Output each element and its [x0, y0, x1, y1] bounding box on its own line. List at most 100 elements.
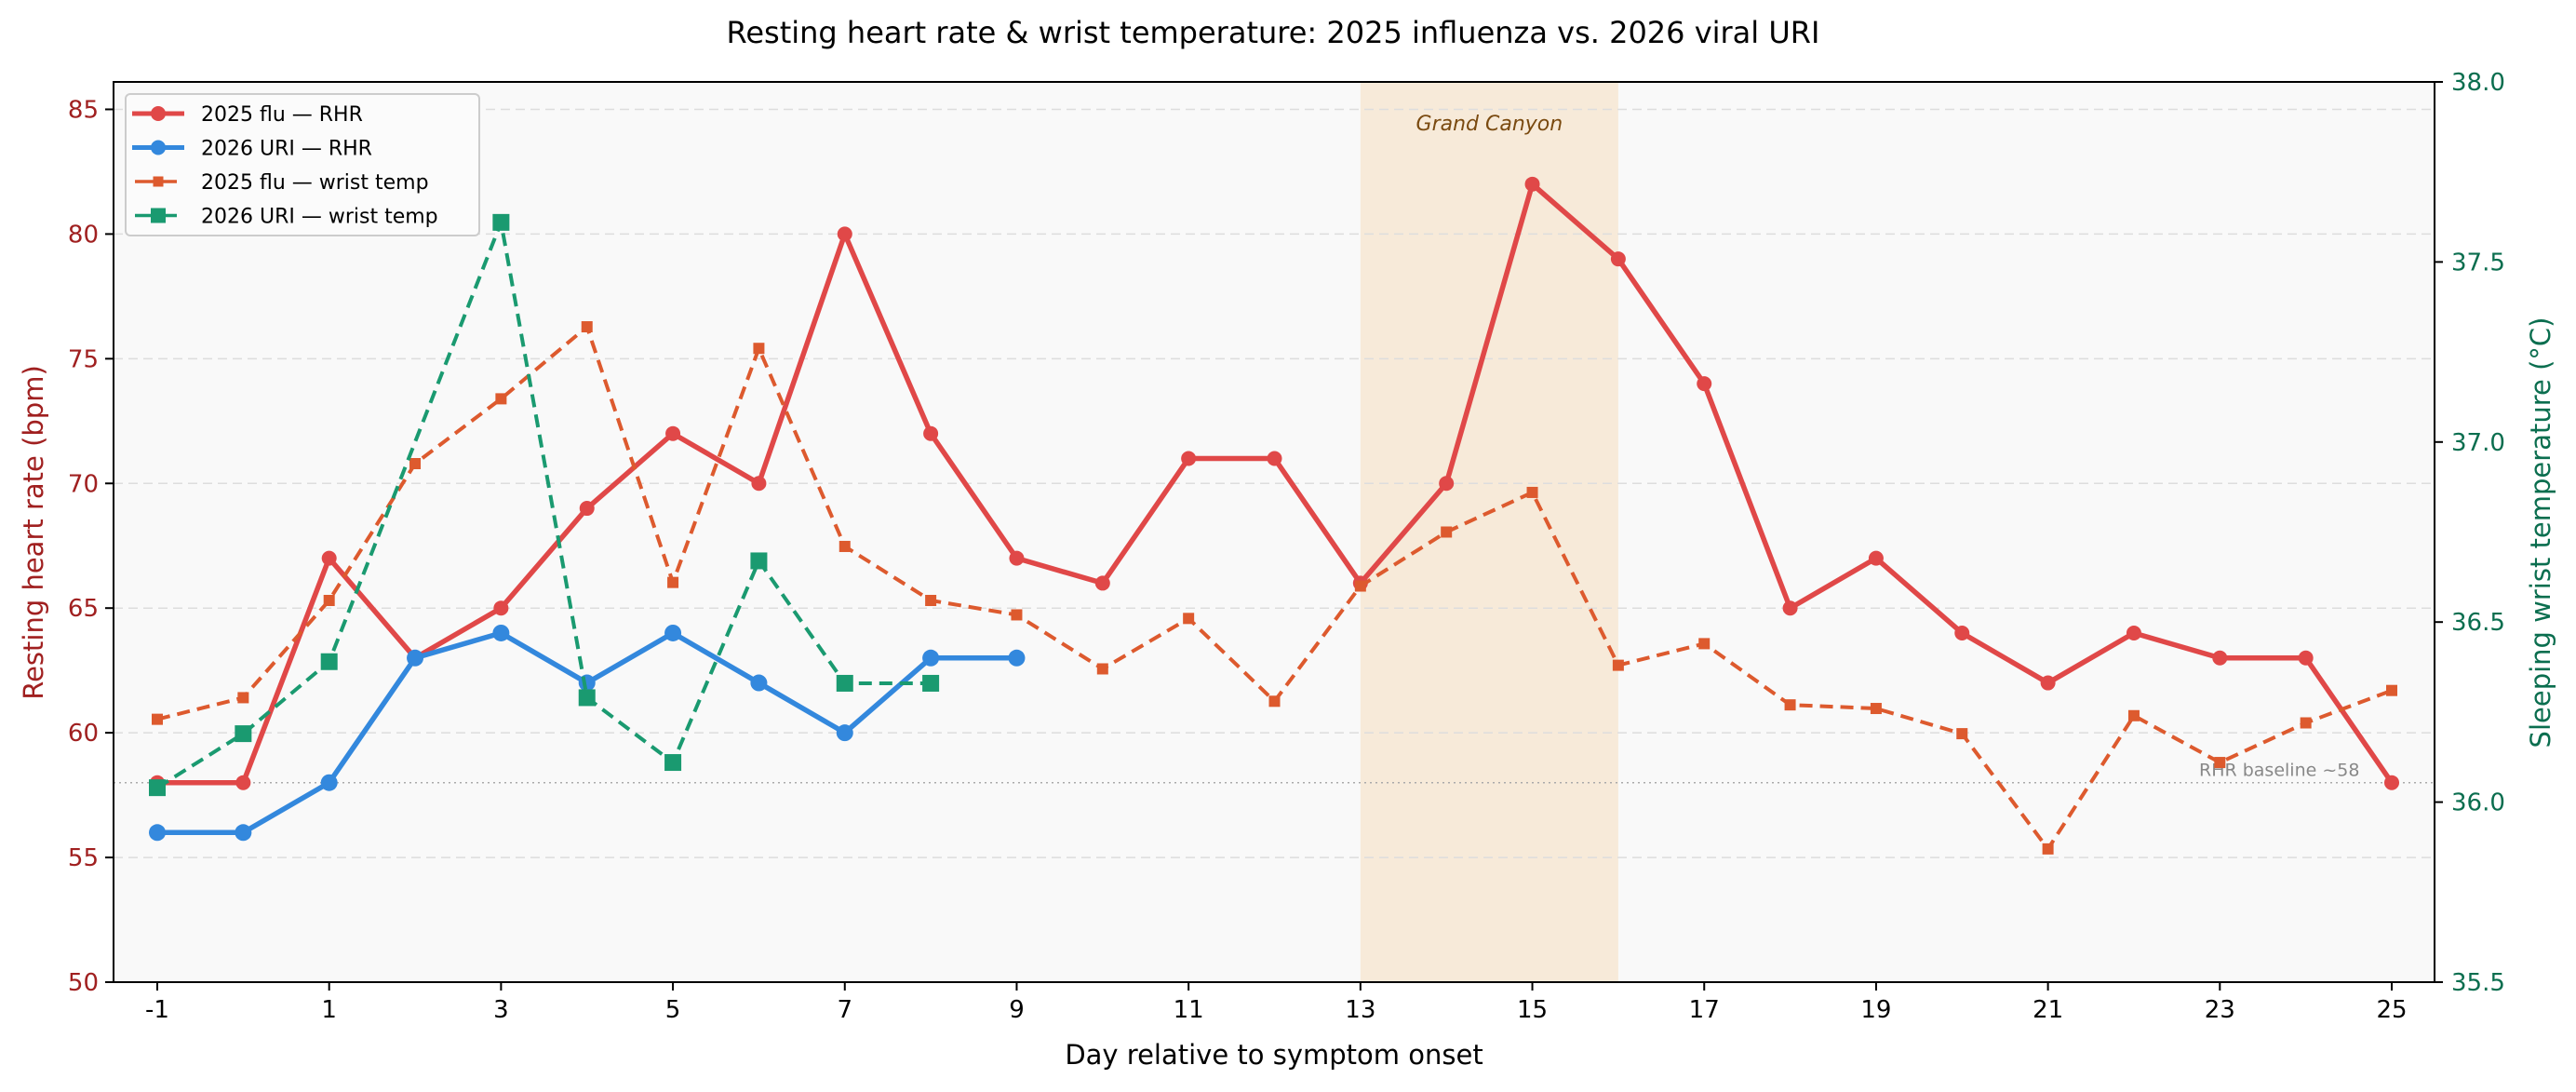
x-tick-label: 19: [1860, 996, 1891, 1024]
y2-tick-label: 38.0: [2451, 69, 2505, 97]
data-point: [579, 501, 595, 517]
x-tick-label: 5: [665, 996, 681, 1024]
x-tick-label: 13: [1345, 996, 1375, 1024]
data-point: [2042, 843, 2054, 855]
data-point: [237, 692, 249, 704]
y-tick-label: 70: [68, 470, 99, 498]
data-point: [2126, 625, 2141, 640]
data-point: [753, 343, 765, 355]
data-point: [495, 393, 507, 405]
data-point: [407, 649, 424, 667]
data-point: [321, 550, 337, 566]
x-tick-label: 17: [1689, 996, 1720, 1024]
legend-marker: [153, 176, 164, 187]
data-point: [1782, 600, 1798, 616]
data-point: [664, 754, 682, 772]
data-point: [1784, 699, 1796, 711]
data-point: [1011, 609, 1023, 621]
data-point: [1956, 728, 1968, 740]
data-point: [750, 552, 768, 570]
y2-tick-label: 36.0: [2451, 789, 2505, 817]
data-point: [2212, 650, 2228, 666]
y-tick-label: 75: [68, 345, 99, 373]
data-point: [1181, 451, 1197, 466]
x-tick-label: 11: [1174, 996, 1204, 1024]
data-point: [2384, 775, 2399, 790]
data-point: [1354, 580, 1366, 592]
data-point: [923, 425, 939, 441]
legend-marker: [151, 140, 166, 155]
x-tick-label: 9: [1009, 996, 1025, 1024]
legend-label: 2025 flu — RHR: [201, 103, 363, 127]
data-point: [2386, 684, 2397, 696]
y-tick-label: 60: [68, 720, 99, 748]
data-point: [665, 425, 681, 441]
data-point: [235, 775, 251, 790]
y2-tick-label: 37.0: [2451, 429, 2505, 457]
y-tick-label: 80: [68, 221, 99, 249]
legend-label: 2025 flu — wrist temp: [201, 171, 429, 195]
y2-tick-label: 37.5: [2451, 249, 2505, 276]
data-point: [492, 213, 510, 231]
data-point: [409, 458, 422, 470]
data-point: [1441, 526, 1453, 538]
data-point: [2214, 757, 2226, 769]
data-point: [492, 624, 510, 641]
x-tick-label: 15: [1517, 996, 1548, 1024]
data-point: [839, 540, 851, 552]
data-point: [922, 649, 940, 667]
data-point: [1526, 486, 1538, 498]
y2-tick-label: 35.5: [2451, 969, 2505, 997]
data-point: [1870, 703, 1882, 715]
legend-marker: [151, 106, 166, 121]
legend-marker: [151, 208, 166, 223]
shaded-region: [1360, 82, 1618, 982]
data-point: [1439, 476, 1455, 492]
data-point: [836, 674, 853, 692]
data-point: [922, 674, 940, 692]
y2-axis-label: Sleeping wrist temperature (°C): [2525, 317, 2556, 748]
x-tick-label: 1: [321, 996, 337, 1024]
legend-label: 2026 URI — wrist temp: [201, 206, 438, 229]
data-point: [1612, 659, 1624, 671]
x-tick-label: 21: [2033, 996, 2063, 1024]
data-point: [2300, 717, 2312, 729]
data-point: [664, 624, 682, 641]
data-point: [1096, 663, 1108, 675]
data-point: [1009, 550, 1025, 566]
x-tick-label: 25: [2376, 996, 2407, 1024]
data-point: [2040, 675, 2056, 691]
data-point: [235, 725, 252, 743]
baseline-label: RHR baseline ~58: [2199, 761, 2359, 781]
legend-label: 2026 URI — RHR: [201, 138, 372, 161]
x-axis-label: Day relative to symptom onset: [1065, 1039, 1483, 1071]
data-point: [493, 600, 509, 616]
x-tick-label: 7: [837, 996, 852, 1024]
data-point: [1008, 649, 1026, 667]
data-point: [1697, 376, 1712, 392]
y2-tick-label: 36.5: [2451, 609, 2505, 637]
data-point: [1268, 695, 1281, 708]
data-point: [1183, 613, 1195, 625]
plot-frame: [113, 81, 2435, 983]
data-point: [1524, 176, 1540, 192]
data-point: [836, 724, 853, 742]
data-point: [320, 653, 338, 670]
data-point: [323, 594, 335, 606]
data-point: [1868, 550, 1884, 566]
data-point: [152, 713, 163, 725]
y-tick-label: 55: [68, 844, 99, 872]
data-point: [320, 774, 338, 791]
data-point: [1267, 451, 1282, 466]
chart-title: Resting heart rate & wrist temperature: …: [727, 15, 1820, 50]
data-point: [149, 824, 166, 842]
data-point: [667, 576, 679, 588]
x-tick-label: -1: [145, 996, 169, 1024]
data-point: [1698, 638, 1711, 650]
legend-box: [125, 93, 480, 236]
shaded-region-label: Grand Canyon: [1416, 113, 1563, 136]
data-point: [578, 689, 596, 707]
x-tick-label: 23: [2205, 996, 2235, 1024]
y-axis-label: Resting heart rate (bpm): [18, 365, 49, 700]
